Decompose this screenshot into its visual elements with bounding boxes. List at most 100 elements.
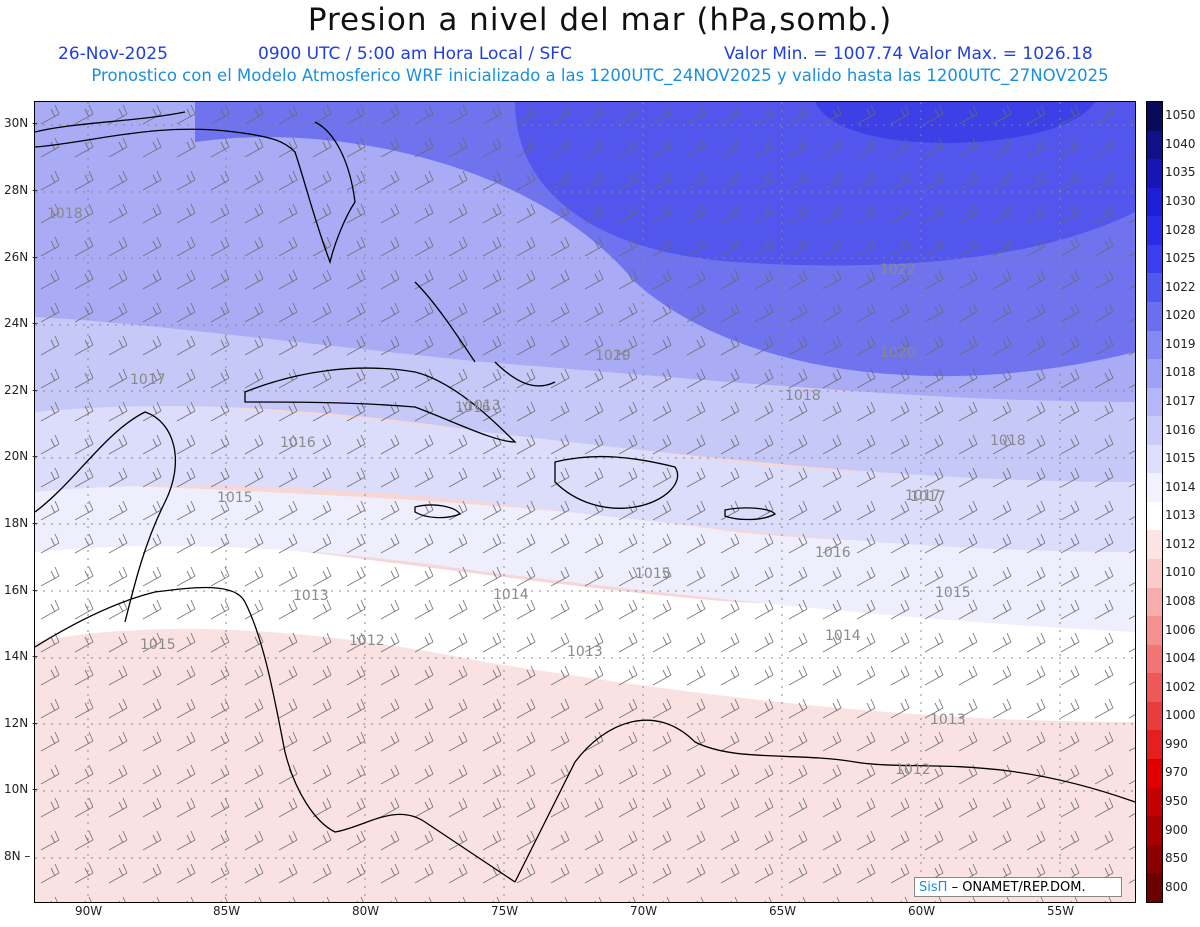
isobar-label: 1018: [990, 433, 1026, 449]
colorbar-cell: [1147, 330, 1162, 360]
lon-label: 60W: [908, 904, 936, 918]
lat-label: 12N –: [4, 716, 39, 730]
model-description: Pronostico con el Modelo Atmosferico WRF…: [91, 66, 1109, 85]
florida: [35, 121, 356, 265]
colorbar-cell: [1147, 416, 1162, 445]
lat-label: 8N –: [4, 849, 31, 863]
isobar-label: 1014: [825, 628, 861, 644]
credit-box: SisΠ – ONAMET/REP.DOM.: [914, 877, 1122, 897]
lat-label: 30N –: [4, 116, 39, 130]
isobar-label: 1022: [880, 262, 916, 278]
lat-label: 10N –: [4, 782, 39, 796]
lon-label: 65W: [769, 904, 797, 918]
lat-lon-grid: [35, 102, 1135, 902]
lat-label: 18N –: [4, 516, 39, 530]
isobar-label: 1018: [785, 388, 821, 404]
isobar-label: 1015: [635, 566, 671, 582]
colorbar-level-label: 1035: [1165, 165, 1196, 180]
colorbar-level-label: 1010: [1165, 565, 1196, 580]
lat-label: 28N –: [4, 183, 39, 197]
lon-label: 55W: [1047, 904, 1075, 918]
colorbar-level-label: 1020: [1165, 308, 1196, 323]
lon-label: 70W: [630, 904, 658, 918]
isobar-labels: 1018 1017 1016 1015 1015 1013 1012 1013 1014 1015…: [47, 206, 1026, 778]
sispi-logo: SisΠ: [919, 880, 948, 895]
colorbar-level-label: 1016: [1165, 422, 1196, 437]
isobar-label: 1020: [880, 345, 916, 361]
jamaica: [414, 504, 462, 519]
colorbar-level-label: 950: [1165, 794, 1188, 808]
isobar-label: 1018: [47, 206, 83, 222]
lon-label: 75W: [491, 904, 519, 918]
isobar-label: 1015: [935, 585, 971, 601]
isobar-label: 1013: [465, 398, 501, 414]
colorbar-cell: [1147, 273, 1162, 302]
isobar-label: 1014: [493, 587, 529, 603]
colorbar-level-label: 970: [1165, 765, 1188, 780]
colorbar-level-label: 1008: [1165, 594, 1196, 608]
colorbar-level-label: 1012: [1165, 536, 1196, 551]
lat-label: 24N –: [4, 316, 39, 330]
colorbar-level-label: 1002: [1165, 679, 1196, 694]
colorbar-cell: [1147, 530, 1162, 559]
bahamas: [414, 281, 556, 387]
colorbar-cell: [1147, 844, 1162, 874]
pressure-field: 1018 1017 1016 1015 1015 1013 1012 1013 1014 1015…: [35, 102, 1135, 902]
colorbar-level-label: 1018: [1165, 365, 1196, 380]
colorbar-cell: [1147, 644, 1162, 674]
colorbar-level-label: 1015: [1165, 451, 1196, 466]
colorbar-level-label: 800: [1165, 879, 1188, 894]
colorbar-cell: [1147, 444, 1162, 474]
colorbar-level-label: 1017: [1165, 394, 1196, 408]
pressure-map[interactable]: 1018 1017 1016 1015 1015 1013 1012 1013 1014 1015…: [34, 101, 1136, 903]
isobar-label: 1015: [217, 490, 253, 506]
isobar-label: 1012: [895, 762, 931, 778]
isobar-label: 1017: [130, 372, 166, 388]
colorbar-level-label: 1000: [1165, 708, 1196, 723]
colorbar-cell: [1147, 359, 1162, 388]
colorbar-cell: [1147, 673, 1162, 702]
isobar-label: 1020: [595, 348, 631, 364]
hispaniola: [554, 455, 679, 509]
colorbar-cell: [1147, 616, 1162, 645]
colorbar-level-label: 1014: [1165, 479, 1196, 494]
colorbar-cell: [1147, 501, 1162, 531]
puerto-rico: [724, 507, 777, 521]
colorbar-cell: [1147, 587, 1162, 617]
lat-label: 26N –: [4, 250, 39, 264]
colorbar-cell: [1147, 187, 1162, 217]
colorbar-cell: [1147, 816, 1162, 845]
isobar-label: 1019: [595, 348, 631, 364]
colorbar-level-label: 900: [1165, 822, 1188, 837]
lat-label: 16N –: [4, 583, 39, 597]
isobar-label: 1017: [910, 489, 946, 505]
colorbar-cell: [1147, 701, 1162, 731]
colorbar-level-label: 990: [1165, 736, 1188, 751]
colorbar-level-label: 1019: [1165, 336, 1196, 351]
colorbar-level-label: 1006: [1165, 622, 1196, 637]
colorbar-cell: [1147, 730, 1162, 759]
colorbar-level-label: 1004: [1165, 651, 1196, 666]
min-max-values: Valor Min. = 1007.74 Valor Max. = 1026.1…: [724, 44, 1093, 64]
lon-label: 90W: [75, 904, 103, 918]
lon-label: 80W: [352, 904, 380, 918]
isobar-label: 1016: [815, 545, 851, 561]
yucatan: [35, 411, 177, 623]
colorbar-cell: [1147, 130, 1162, 160]
isobar-label: 1016: [280, 435, 316, 451]
isobar-label: 1016: [455, 400, 491, 416]
colorbar-level-label: 1028: [1165, 222, 1196, 237]
colorbar-level-label: 1022: [1165, 279, 1196, 294]
lon-label: 85W: [213, 904, 241, 918]
colorbar-cell: [1147, 159, 1162, 188]
central-america: [35, 586, 516, 883]
south-america: [514, 719, 1135, 883]
colorbar-cell: [1147, 301, 1162, 331]
colorbar-level-label: 1030: [1165, 194, 1196, 208]
colorbar-cell: [1147, 244, 1162, 274]
colorbar-cell: [1147, 216, 1162, 245]
isobar-label: 1017: [905, 488, 941, 504]
colorbar-cell: [1147, 787, 1162, 817]
lat-label: 22N –: [4, 383, 39, 397]
forecast-time: 0900 UTC / 5:00 am Hora Local / SFC: [258, 44, 572, 64]
